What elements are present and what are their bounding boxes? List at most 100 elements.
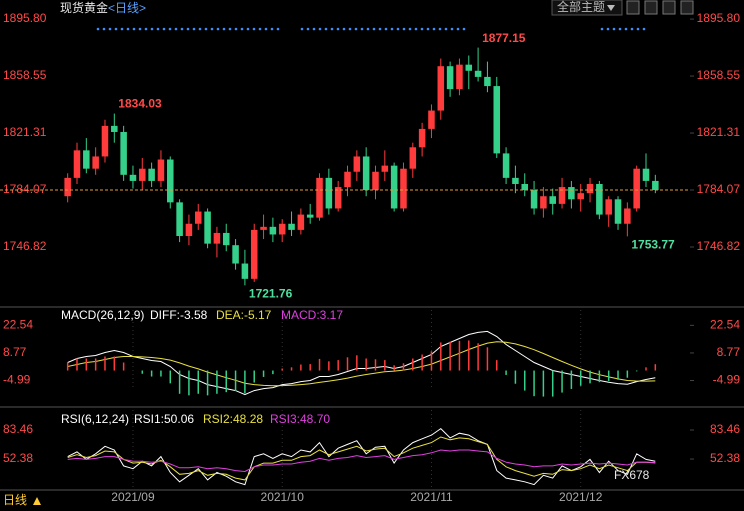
candle-body [64,177,71,197]
signal-dot [264,27,268,31]
legend-entry: MACD:3.17 [281,308,343,322]
indicator-line [67,449,656,473]
indicator-title: RSI(6,12,24) [61,412,129,426]
candle-body [344,171,351,188]
signal-dot [354,27,358,31]
candle-body [204,211,211,244]
signal-dot [618,27,622,31]
signal-dot [96,27,100,31]
candle-body [362,156,370,191]
signal-dot [192,27,196,31]
signal-dot [312,27,316,31]
signal-dot [132,27,136,31]
candle-body [353,156,361,172]
candle-body [577,193,584,200]
candle-body [390,165,398,209]
candle-body [185,223,193,237]
signal-dot [204,27,208,31]
candle-body [250,229,258,279]
candle-body [502,153,510,178]
price-annotation: 1753.77 [631,238,675,252]
price-annotation: 1834.03 [118,97,162,111]
signal-dot [240,27,244,31]
signal-dot [432,27,436,31]
y-tick-label: 1821.31 [697,125,741,139]
y-tick-label: 83.46 [710,422,740,436]
signal-dot [636,27,640,31]
y-tick-label: 1746.82 [697,239,741,253]
candle-body [456,64,463,90]
toolbar-button[interactable] [644,0,658,15]
candle-body [652,180,659,191]
y-tick-label: 22.54 [3,318,33,332]
candle-body [400,168,407,209]
theme-dropdown[interactable] [551,0,623,16]
y-tick-label: 52.38 [710,451,740,465]
signal-dot [300,27,304,31]
signal-dot [138,27,142,31]
signal-dot [120,27,124,31]
dropdown-arrow [607,5,615,11]
y-tick-label: 1895.80 [697,11,741,25]
signal-dot [228,27,232,31]
candle-body [176,202,183,237]
y-tick-label: -4.99 [3,373,31,387]
signal-dot [318,27,322,31]
signal-dot [222,27,226,31]
x-tick-label: 2021/10 [261,490,305,504]
signal-dot [630,27,634,31]
signal-dot [402,27,406,31]
toolbar-button[interactable] [680,0,694,15]
candle-body [512,177,519,184]
period-label[interactable]: 日线 [3,493,27,507]
candle-body [446,66,454,90]
candle-body [260,226,267,230]
candle-body [549,196,556,204]
y-tick-label: 83.46 [3,422,33,436]
candle-body [213,232,221,244]
signal-dot [612,27,616,31]
candle-body [129,174,137,181]
signal-dot [210,27,214,31]
signal-dot [156,27,160,31]
candle-body [325,177,333,209]
signal-dot [390,27,394,31]
legend-entry: RSI1:50.06 [134,412,194,426]
candle-body [232,245,239,264]
y-tick-label: 8.77 [717,345,741,359]
candle-body [474,70,482,77]
signal-dot [258,27,262,31]
price-annotation: 1877.15 [482,31,526,45]
y-tick-label: -4.99 [713,373,741,387]
signal-dot [600,27,604,31]
candle-body [409,147,417,169]
signal-dot [324,27,328,31]
x-tick-label: 2021/09 [111,490,155,504]
legend-entry: DEA:-5.17 [216,308,272,322]
signal-dot [348,27,352,31]
toolbar-button[interactable] [662,0,676,15]
candle-body [92,156,99,169]
chart-title: 现货黄金 [60,0,108,15]
signal-dot [450,27,454,31]
signal-dot [330,27,334,31]
candle-body [465,64,473,71]
y-tick-label: 1746.82 [3,239,47,253]
signal-dot [372,27,376,31]
toolbar-button[interactable] [626,0,640,15]
candle-body [222,232,230,246]
indicator-title: MACD(26,12,9) [61,308,144,322]
candle-body [167,159,174,203]
candle-body [586,183,594,194]
signal-dot [198,27,202,31]
x-tick-label: 2021/12 [559,490,603,504]
signal-dot [168,27,172,31]
watermark: FX678 [614,468,650,482]
signal-dot [360,27,364,31]
signal-dot [174,27,178,31]
candle-body [418,128,426,148]
signal-dot [426,27,430,31]
candle-body [605,199,612,215]
